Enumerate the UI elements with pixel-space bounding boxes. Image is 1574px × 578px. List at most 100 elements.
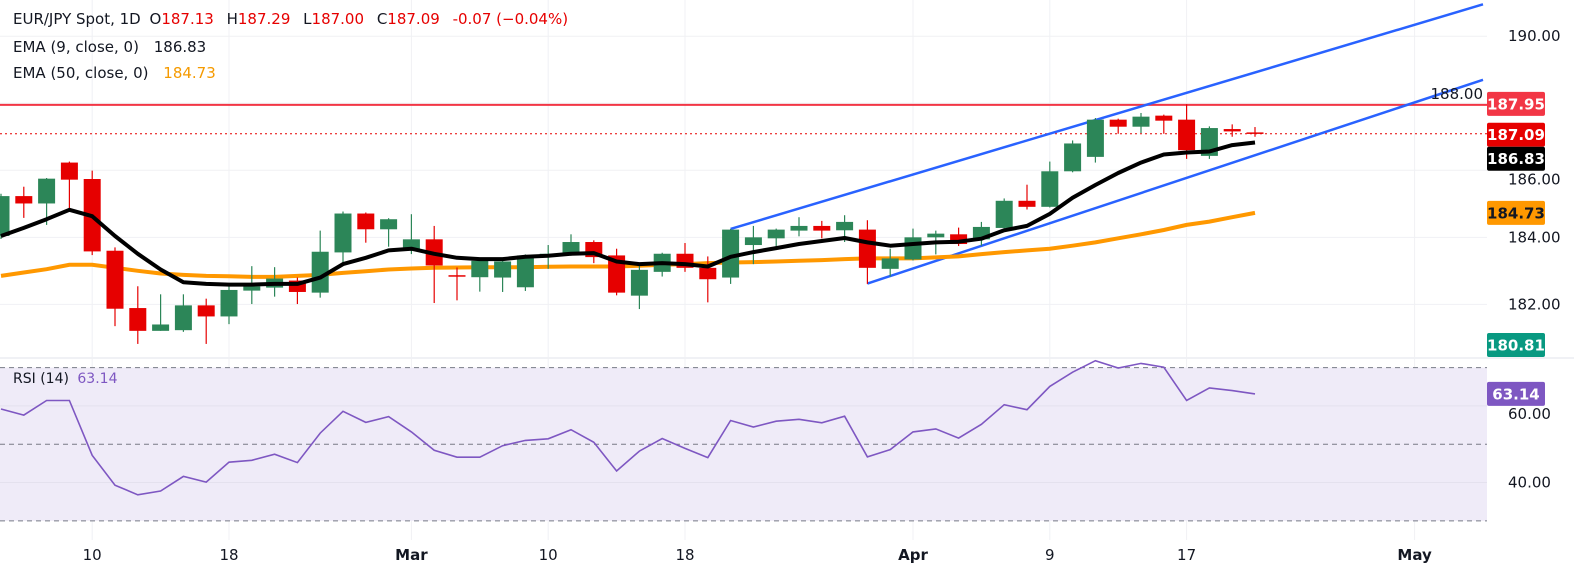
candle [311,230,329,298]
candle [448,267,466,301]
candle [744,225,762,265]
candle-body [1018,200,1036,207]
candle-body [60,162,78,180]
candle-body [402,239,420,250]
candle [357,212,375,243]
low-value: 187.00 [311,10,365,28]
candle [995,198,1013,229]
candle [494,260,512,292]
candle [380,218,398,247]
axes: 182.00 184.00 186.00 188.00 190.00 10 18 Mar 10 1… [83,27,1561,564]
ema9-label: EMA (9, close, 0) [13,38,139,56]
candle-body [106,250,124,309]
candle [1041,161,1059,208]
ema9-line [0,140,1256,287]
candle-body [1109,119,1127,127]
candle [858,220,876,284]
ema9-tag-bg [1487,146,1545,171]
x-tick-label: 17 [1177,546,1196,564]
rsi-tag-bg [1487,381,1545,406]
candle-body [448,275,466,277]
open-value: 187.13 [161,10,214,28]
last-price-tag: 187.09 [1487,126,1545,144]
candle [0,193,10,240]
candle [197,298,215,344]
rsi-tick-label: 40.00 [1508,474,1551,492]
candle-body [1132,116,1150,127]
candle-body [334,213,352,253]
rsi-line [0,359,1256,496]
candle-body [0,196,10,236]
plot-area [0,3,1487,496]
candle-body [197,305,215,317]
candle [471,260,489,292]
candle-body [950,234,968,245]
x-tick-label: 9 [1045,546,1055,564]
candle [60,161,78,209]
rsi-tick-label: 60.00 [1508,405,1551,423]
price-tick-label: 190.00 [1508,27,1561,45]
x-tick-label: 10 [539,546,558,564]
candle-body [311,251,329,293]
resistance-tag: 187.95 [1487,95,1545,113]
candle-body [471,260,489,278]
high-label: H [226,10,238,28]
candle [15,186,33,218]
candle-body [1223,129,1241,132]
candle-body [1246,132,1264,134]
low-tag: 180.81 [1487,337,1545,355]
candle-body [790,225,808,231]
candle [608,248,626,296]
candle-body [813,225,831,231]
candle-body [380,219,398,230]
price-tick-label: 182.00 [1508,295,1561,313]
candle [106,247,124,327]
price-tick-label: 184.00 [1508,228,1561,246]
candle-body [129,308,147,331]
high-value: 187.29 [237,10,291,28]
low-label: L [303,10,312,28]
symbol-title[interactable]: EUR/JPY Spot, 1D [13,10,141,28]
price-tags: 184.73 180.81 187.95 187.09 186.83 63.14 [1487,91,1545,406]
rsi-value: 63.14 [77,371,118,387]
candle-body [767,229,785,239]
main-pane [0,3,1487,344]
candle-body [608,255,626,293]
candle [630,265,648,310]
candle [174,294,192,332]
price-tick-label: 186.00 [1508,170,1561,188]
change-value: -0.07 (−0.04%) [452,10,569,28]
candle [1200,126,1218,159]
candle [129,286,147,344]
last-price-tag-bg [1487,122,1545,147]
candle [676,243,694,272]
rsi-level-lines [0,367,1487,522]
candle-body [243,286,261,291]
price-tick-label: 188.00 [1431,85,1484,103]
ema9-value: 186.83 [153,38,207,56]
candle [972,221,990,246]
candle [881,248,899,277]
resistance-tag-bg [1487,91,1545,116]
candle-body [1178,119,1196,151]
candle-body [722,229,740,278]
candle-body [174,305,192,331]
open-label: O [149,10,162,28]
candle-body [288,280,306,292]
ema9-legend[interactable]: EMA (9, close, 0) 186.83 [13,38,210,56]
ema50-legend[interactable]: EMA (50, close, 0) 184.73 [13,64,220,82]
rsi-legend[interactable]: RSI (14) 63.14 [13,371,121,387]
trendline [730,3,1484,231]
candle-body [995,200,1013,228]
candle-body [904,237,922,260]
candle-body [38,178,56,204]
candle-body [1086,119,1104,157]
candle [1155,114,1173,134]
candle-body [858,229,876,268]
candle [1086,117,1104,163]
candle-body [494,261,512,278]
candle-body [562,242,580,255]
candle-body [152,324,170,331]
candle [220,286,238,325]
